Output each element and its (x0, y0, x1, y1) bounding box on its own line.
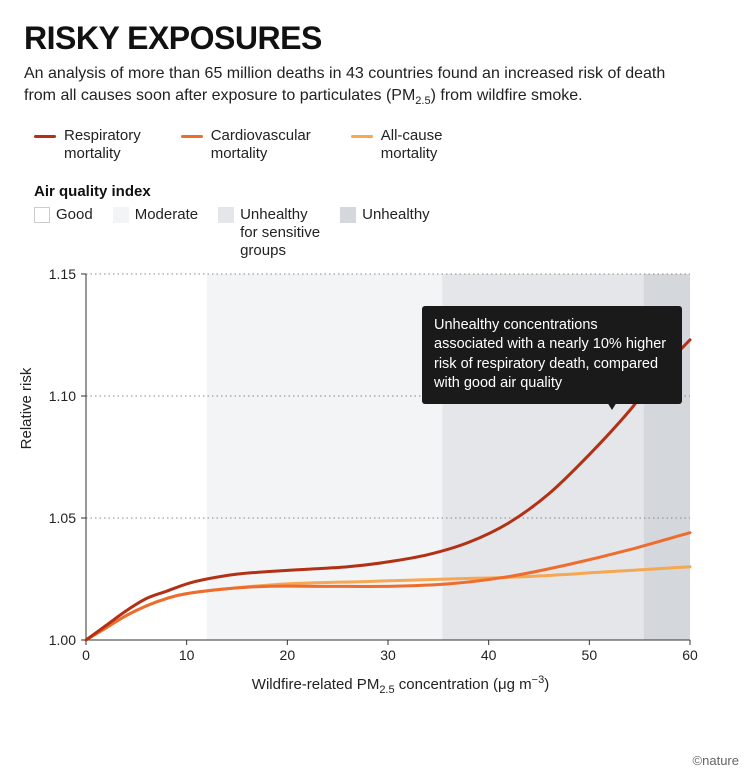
aqi-legend-item: Unhealthy (340, 206, 430, 224)
svg-text:30: 30 (380, 647, 396, 663)
aqi-legend-item: Unhealthyfor sensitivegroups (218, 206, 320, 260)
svg-text:1.00: 1.00 (49, 632, 76, 648)
chart-area: Relative risk 1.001.051.101.150102030405… (24, 268, 727, 696)
aqi-legend: Good Moderate Unhealthyfor sensitivegroups… (24, 206, 727, 260)
aqi-swatch (113, 207, 129, 223)
svg-text:1.05: 1.05 (49, 510, 76, 526)
svg-text:20: 20 (280, 647, 296, 663)
svg-text:50: 50 (582, 647, 598, 663)
chart-subtitle: An analysis of more than 65 million deat… (24, 63, 684, 109)
legend-swatch (181, 135, 203, 138)
aqi-legend-item: Good (34, 206, 93, 224)
xlabel-part-b: concentration (μg m (395, 676, 532, 693)
legend-label: Cardiovascularmortality (211, 127, 311, 163)
svg-text:0: 0 (82, 647, 90, 663)
legend-swatch (351, 135, 373, 138)
annotation-callout: Unhealthy concentrations associated with… (422, 306, 682, 404)
aqi-label: Unhealthy (362, 206, 430, 224)
xlabel-part-a: Wildfire-related PM (252, 676, 380, 693)
series-legend-item: Respiratorymortality (34, 127, 141, 163)
aqi-label: Moderate (135, 206, 198, 224)
subtitle-subscript: 2.5 (415, 95, 430, 107)
chart-title: RISKY EXPOSURES (24, 20, 727, 57)
aqi-legend-heading: Air quality index (24, 183, 727, 200)
svg-text:40: 40 (481, 647, 497, 663)
xlabel-superscript: −3 (532, 674, 545, 686)
svg-text:1.10: 1.10 (49, 388, 76, 404)
annotation-pointer (602, 394, 622, 410)
aqi-label: Good (56, 206, 93, 224)
xlabel-subscript: 2.5 (379, 684, 394, 696)
aqi-swatch (34, 207, 50, 223)
svg-text:1.15: 1.15 (49, 268, 76, 282)
xlabel-part-c: ) (544, 676, 549, 693)
aqi-swatch (340, 207, 356, 223)
series-legend-item: All-causemortality (351, 127, 443, 163)
series-legend-item: Cardiovascularmortality (181, 127, 311, 163)
legend-label: Respiratorymortality (64, 127, 141, 163)
legend-swatch (34, 135, 56, 138)
subtitle-part-b: ) from wildfire smoke. (431, 87, 583, 104)
credit-label: ©nature (693, 753, 739, 768)
aqi-legend-item: Moderate (113, 206, 198, 224)
series-legend: Respiratorymortality Cardiovascularmortal… (24, 127, 727, 163)
x-axis-label: Wildfire-related PM2.5 concentration (μg… (24, 674, 727, 696)
y-axis-label: Relative risk (18, 367, 35, 449)
svg-text:60: 60 (682, 647, 698, 663)
aqi-label: Unhealthyfor sensitivegroups (240, 206, 320, 260)
aqi-swatch (218, 207, 234, 223)
svg-text:10: 10 (179, 647, 195, 663)
legend-label: All-causemortality (381, 127, 443, 163)
